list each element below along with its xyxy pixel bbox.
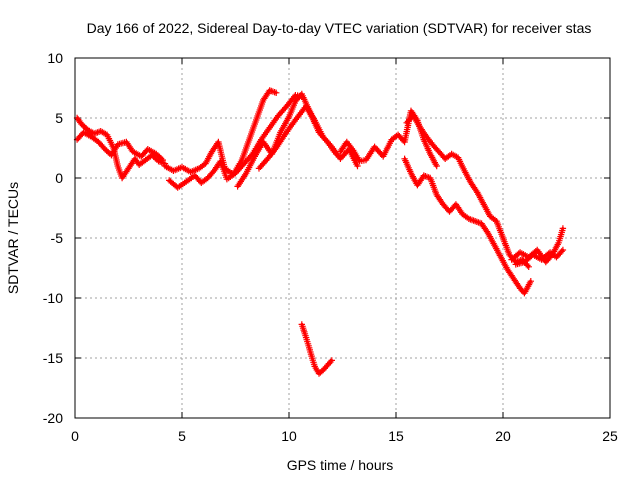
data-point xyxy=(273,89,280,96)
series-track-i xyxy=(401,155,534,297)
tick-labels: 0 5 10 15 20 25 -20 -15 -10 -5 0 5 10 xyxy=(43,50,618,444)
data-point xyxy=(559,225,567,232)
series-track-k xyxy=(512,246,567,268)
data-point xyxy=(558,248,565,255)
series-track-f xyxy=(255,102,340,172)
y-tick-label: -10 xyxy=(43,290,63,306)
y-tick-label: 0 xyxy=(55,170,63,186)
data-point xyxy=(525,263,532,270)
series-track-g xyxy=(337,107,440,170)
x-axis-label: GPS time / hours xyxy=(287,457,394,473)
data-point xyxy=(527,278,534,285)
data-point xyxy=(159,156,166,164)
series-track-b xyxy=(73,129,166,164)
x-tick-label: 20 xyxy=(495,428,511,444)
x-tick-label: 5 xyxy=(178,428,186,444)
data-point xyxy=(433,162,440,170)
data-point xyxy=(354,162,361,170)
data-point xyxy=(328,357,335,364)
series-track-h xyxy=(403,112,532,270)
y-axis-label: SDTVAR / TECUs xyxy=(5,182,21,294)
y-tick-label: 10 xyxy=(47,50,63,66)
data-series xyxy=(73,87,567,377)
data-point xyxy=(332,150,340,158)
y-tick-label: 5 xyxy=(55,110,63,126)
y-tick-label: -15 xyxy=(43,350,63,366)
plot-frame xyxy=(74,57,611,419)
data-point xyxy=(559,246,567,254)
x-tick-label: 15 xyxy=(388,428,404,444)
series-track-l xyxy=(298,321,335,377)
y-tick-label: -5 xyxy=(51,230,64,246)
x-tick-label: 25 xyxy=(602,428,618,444)
chart-title: Day 166 of 2022, Sidereal Day-to-day VTE… xyxy=(87,20,592,36)
x-tick-label: 10 xyxy=(281,428,297,444)
data-point xyxy=(318,368,325,375)
data-point xyxy=(100,144,107,151)
data-point xyxy=(524,262,531,269)
y-tick-label: -20 xyxy=(43,410,63,426)
x-tick-label: 0 xyxy=(71,428,79,444)
